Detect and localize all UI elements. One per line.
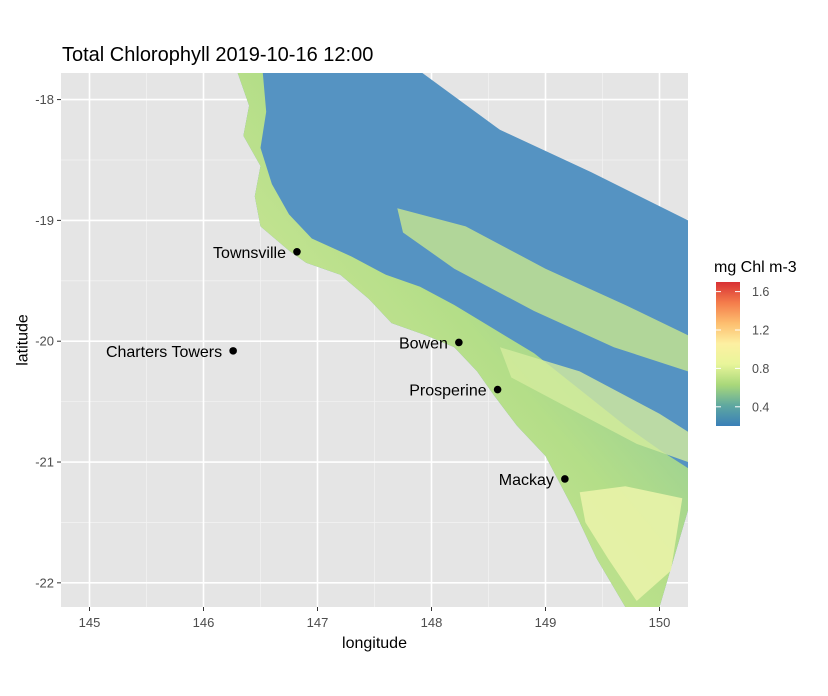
legend-tick-label: 0.8 (752, 362, 769, 376)
y-tick-label: -20 (35, 334, 54, 349)
legend-colorbar (716, 282, 740, 426)
legend-title: mg Chl m-3 (714, 259, 797, 276)
city-label: Townsville (213, 245, 286, 262)
y-axis: -18 -19 -20 -21 -22 (35, 92, 61, 590)
lagoon-high-chlorophyll (579, 486, 683, 601)
chlorophyll-field (237, 73, 688, 607)
legend-tick-label: 0.4 (752, 400, 769, 414)
x-tick-label: 148 (421, 615, 443, 630)
x-tick-label: 149 (535, 615, 557, 630)
city-marker (455, 338, 463, 347)
y-tick-label: -21 (35, 455, 54, 470)
coastal-chlorophyll-region (237, 73, 688, 607)
reef-chlorophyll-band (397, 208, 688, 372)
x-tick-label: 150 (649, 615, 671, 630)
legend-tick-label: 1.6 (752, 285, 769, 299)
y-axis-title: latitude (15, 314, 32, 366)
city-markers: Townsville Charters Towers Bowen Prosperine… (106, 245, 569, 489)
y-tick-label: -18 (35, 92, 54, 107)
reef-chlorophyll-band (499, 347, 688, 462)
city-marker (561, 475, 569, 483)
city-label: Mackay (499, 472, 554, 489)
legend-tick-label: 1.2 (752, 324, 769, 338)
x-axis: 145 146 147 148 149 150 (79, 607, 671, 630)
x-tick-label: 145 (79, 615, 101, 630)
city-marker (493, 385, 502, 394)
city-marker (229, 347, 237, 355)
x-tick-label: 146 (193, 615, 215, 630)
city-label: Prosperine (409, 383, 486, 400)
x-tick-label: 147 (307, 615, 329, 630)
chart-title: Total Chlorophyll 2019-10-16 12:00 (62, 44, 373, 66)
city-marker (293, 248, 301, 256)
y-tick-label: -19 (35, 213, 54, 228)
city-label: Charters Towers (106, 344, 222, 361)
x-axis-title: longitude (342, 635, 407, 652)
y-tick-label: -22 (35, 575, 54, 590)
city-label: Bowen (399, 335, 448, 352)
color-legend: mg Chl m-3 0.4 0.8 1.2 1.6 (714, 259, 797, 426)
